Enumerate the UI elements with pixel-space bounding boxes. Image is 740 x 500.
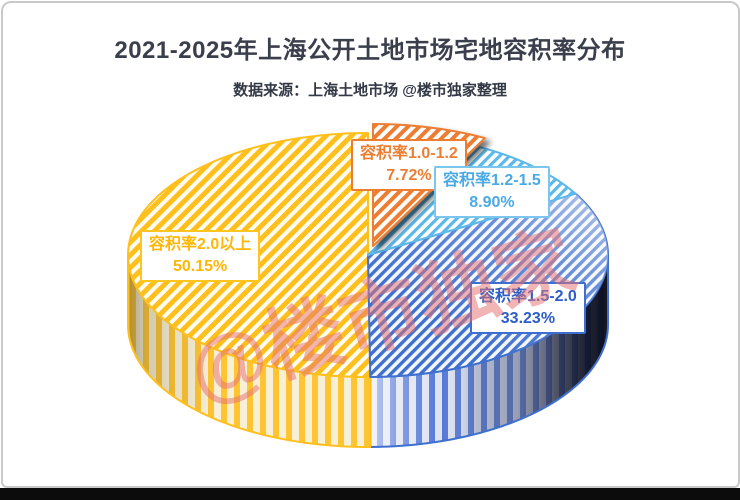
chart-title: 2021-2025年上海公开土地市场宅地容积率分布 — [114, 37, 626, 64]
bottom-bar — [0, 488, 740, 500]
slice-value-text: 33.23% — [500, 309, 556, 327]
pie-side-shade-yellow — [128, 255, 371, 447]
slice-label-text: 容积率2.0以上 — [149, 236, 252, 253]
slice-label-text: 容积率1.0-1.2 — [360, 145, 458, 162]
chart-subtitle: 数据来源：上海土地市场 @楼市独家整理 — [233, 82, 507, 99]
slice-value-text: 50.15% — [172, 257, 228, 275]
slice-label-fars-1.5-2.0: 容积率1.5-2.0 33.23% — [470, 282, 586, 334]
slice-label-text: 容积率1.2-1.5 — [443, 172, 541, 189]
slice-label-fars-2.0-plus: 容积率2.0以上 50.15% — [140, 230, 261, 282]
slice-label-text: 容积率1.5-2.0 — [479, 288, 577, 305]
slice-value-text: 8.90% — [469, 193, 515, 211]
slice-value-text: 7.72% — [386, 166, 432, 184]
slice-label-fars-1.2-1.5: 容积率1.2-1.5 8.90% — [434, 166, 550, 218]
pie-side-shade-blue — [370, 255, 608, 447]
